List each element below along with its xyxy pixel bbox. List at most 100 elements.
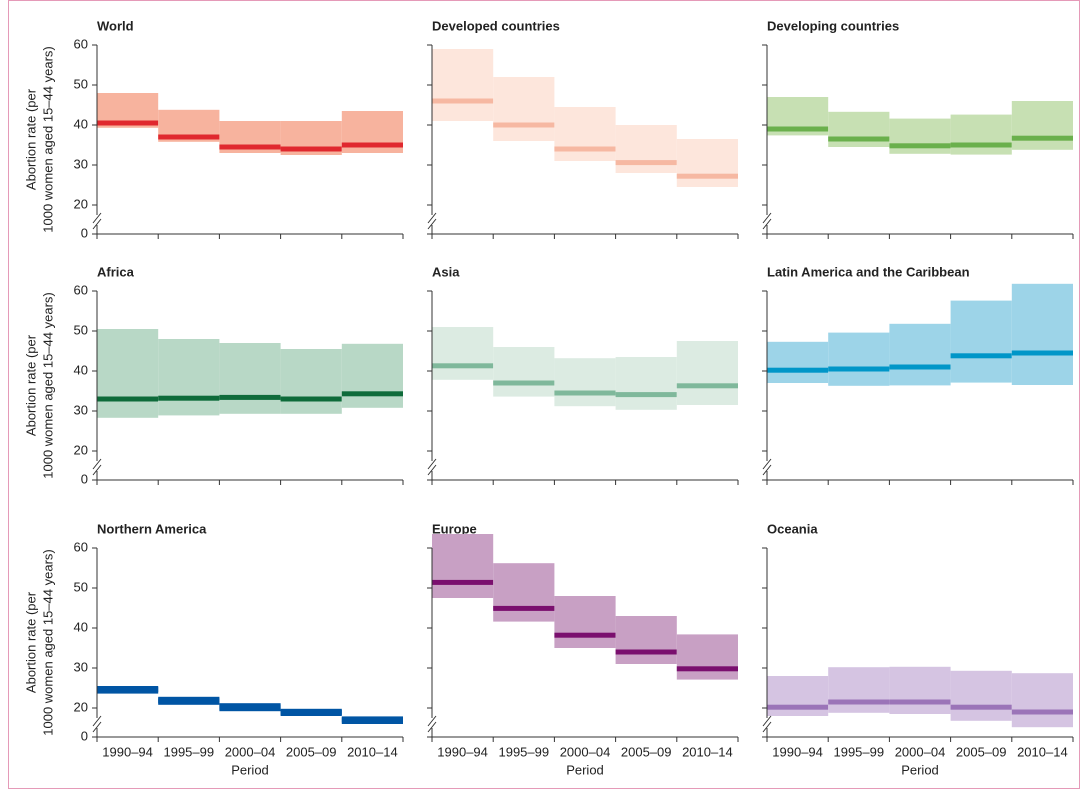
panel: Africa 0 20 30 40 50 60 Abortion rate (per 1000 … [23, 264, 404, 486]
uncertainty-band [615, 616, 677, 664]
estimate-line [676, 173, 738, 179]
panel: Europe 1990–94 1995–99 2000–04 2005–09 2010–1… [427, 521, 739, 777]
uncertainty-band [219, 343, 281, 414]
uncertainty-band [889, 118, 951, 154]
estimate-line [432, 579, 494, 585]
y-axis-label: 1000 women aged 15–44 years) [40, 46, 55, 232]
uncertainty-band [828, 667, 890, 713]
y-axis-label: Abortion rate (per [23, 88, 38, 190]
estimate-line [1011, 135, 1073, 141]
panel-title: Asia [432, 264, 460, 279]
estimate-line [889, 364, 951, 370]
panel: Oceania 1990–94 1995–99 2000–04 2005–09 2010–… [762, 521, 1074, 777]
y-axis-break [92, 212, 102, 230]
uncertainty-band [554, 596, 616, 648]
y-tick-label: 30 [74, 156, 88, 171]
y-tick-label: 50 [74, 322, 88, 337]
x-tick-label: 2005–09 [286, 744, 337, 759]
estimate-line [280, 146, 342, 152]
x-tick-label: 1990–94 [102, 744, 153, 759]
estimate-line [158, 134, 220, 140]
x-axis-label: Period [566, 762, 604, 777]
estimate-line [432, 98, 494, 104]
panel-title: Africa [97, 264, 135, 279]
y-axis-break [762, 212, 772, 230]
uncertainty-band [432, 49, 494, 121]
y-tick-label: 60 [74, 36, 88, 51]
y-axis-break [92, 458, 102, 476]
estimate-line [615, 649, 677, 655]
estimate-line [97, 120, 159, 126]
x-tick-label: 1995–99 [163, 744, 214, 759]
frame [8, 0, 1080, 789]
uncertainty-band [889, 323, 951, 386]
uncertainty-band [1011, 283, 1073, 385]
estimate-line [889, 699, 951, 705]
estimate-line [676, 383, 738, 389]
y-tick-label: 20 [74, 442, 88, 457]
x-tick-label: 2005–09 [621, 744, 672, 759]
y-tick-label: 40 [74, 362, 88, 377]
estimate-line [676, 666, 738, 672]
uncertainty-band [341, 343, 403, 408]
uncertainty-band [493, 347, 555, 397]
estimate-line [767, 704, 829, 710]
estimate-line [767, 367, 829, 373]
y-tick-label: 0 [81, 471, 88, 486]
uncertainty-band [493, 563, 555, 622]
uncertainty-band [676, 341, 738, 405]
estimate-line [767, 126, 829, 132]
x-tick-label: 2005–09 [956, 744, 1007, 759]
estimate-line [158, 698, 220, 704]
uncertainty-band [950, 300, 1012, 383]
estimate-line [554, 632, 616, 638]
panel: World 0 20 30 40 50 60 Abortion rate (per 1000 w… [23, 18, 404, 240]
estimate-line [493, 122, 555, 128]
uncertainty-band [950, 670, 1012, 721]
estimate-line [950, 353, 1012, 359]
estimate-line [615, 392, 677, 398]
estimate-line [493, 380, 555, 386]
y-tick-label: 40 [74, 116, 88, 131]
y-axis-break [427, 212, 437, 230]
uncertainty-band [828, 332, 890, 386]
panel-title: Oceania [767, 521, 818, 536]
uncertainty-band [97, 329, 159, 418]
uncertainty-band [432, 327, 494, 380]
x-tick-label: 2010–14 [347, 744, 398, 759]
panel: Developed countries [427, 18, 739, 239]
estimate-line [341, 142, 403, 148]
y-tick-label: 50 [74, 76, 88, 91]
y-axis-break [762, 715, 772, 733]
estimate-line [280, 396, 342, 402]
estimate-line [219, 394, 281, 400]
x-tick-label: 2010–14 [1017, 744, 1068, 759]
y-tick-label: 30 [74, 402, 88, 417]
uncertainty-band [158, 339, 220, 416]
uncertainty-band [767, 676, 829, 716]
uncertainty-band [676, 139, 738, 187]
y-axis-label: 1000 women aged 15–44 years) [40, 292, 55, 478]
y-axis-label: Abortion rate (per [23, 591, 38, 693]
estimate-line [828, 366, 890, 372]
uncertainty-band [615, 357, 677, 410]
estimate-line [554, 390, 616, 396]
estimate-line [158, 395, 220, 401]
y-axis-break [762, 458, 772, 476]
estimate-line [1011, 350, 1073, 356]
estimate-line [950, 704, 1012, 710]
uncertainty-band [554, 107, 616, 161]
x-tick-label: 2010–14 [682, 744, 733, 759]
panel-title: Latin America and the Caribbean [767, 264, 970, 279]
y-axis-label: Abortion rate (per [23, 334, 38, 436]
estimate-line [219, 144, 281, 150]
panel-title: Developed countries [432, 18, 560, 33]
y-tick-label: 0 [81, 728, 88, 743]
estimate-line [280, 709, 342, 715]
panel-title: Northern America [97, 521, 207, 536]
panel-title: Developing countries [767, 18, 899, 33]
uncertainty-band [554, 358, 616, 407]
y-axis-label: 1000 women aged 15–44 years) [40, 549, 55, 735]
estimate-line [615, 160, 677, 166]
panel: Asia [427, 264, 739, 485]
